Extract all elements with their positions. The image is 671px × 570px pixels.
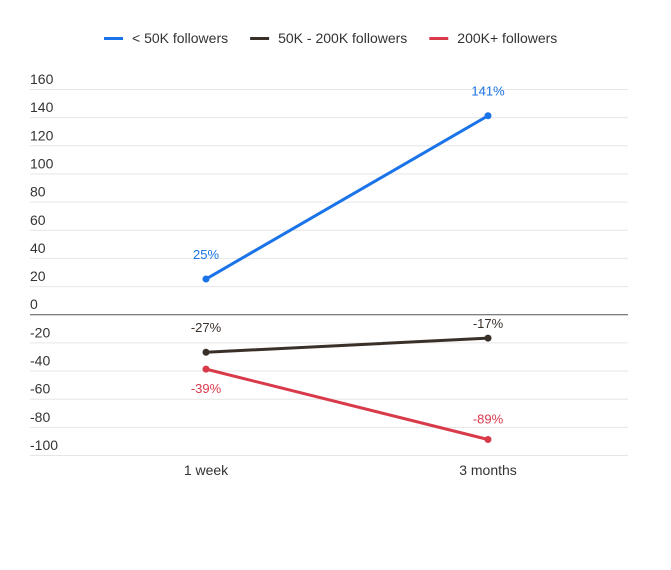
y-tick-label: 40 [30, 240, 46, 256]
data-point [484, 334, 492, 342]
series-line [204, 336, 490, 354]
data-point [484, 436, 492, 444]
y-tick-label: 120 [30, 127, 54, 143]
series-2: -27% -17% [191, 316, 504, 356]
y-tick-label: -20 [30, 324, 50, 340]
data-point [202, 365, 210, 373]
series-1: 25% 141% [193, 84, 505, 283]
x-axis: 1 week 3 months [184, 462, 517, 478]
y-tick-label: 60 [30, 212, 46, 228]
y-tick-label: -60 [30, 381, 50, 397]
y-tick-label: -80 [30, 409, 50, 425]
data-label: -89% [473, 412, 504, 427]
legend-label: 50K - 200K followers [278, 30, 407, 46]
y-tick-label: -100 [30, 437, 58, 453]
legend-label: 200K+ followers [457, 30, 557, 46]
y-axis: 160 140 120 100 80 60 40 20 0 -20 -40 -60 -80 -100 [30, 71, 58, 453]
legend-item: < 50K followers [104, 30, 228, 46]
legend: < 50K followers 50K - 200K followers 200K+… [104, 30, 557, 46]
data-label: 141% [471, 84, 505, 99]
y-tick-label: -40 [30, 353, 50, 369]
legend-item: 50K - 200K followers [250, 30, 407, 46]
y-tick-label: 100 [30, 155, 54, 171]
gridlines [30, 89, 628, 456]
series-3: -39% -89% [191, 365, 504, 444]
y-tick-label: 80 [30, 184, 46, 200]
x-tick-label: 1 week [184, 462, 229, 478]
y-tick-label: 160 [30, 71, 54, 87]
data-point [202, 275, 210, 283]
y-tick-label: 0 [30, 296, 38, 312]
data-point [484, 112, 492, 120]
legend-item: 200K+ followers [429, 30, 557, 46]
series-line [204, 367, 490, 442]
series-layer: 25% 141% -27% -17% -39% -89% [191, 84, 505, 444]
data-label: 25% [193, 247, 219, 262]
y-tick-label: 140 [30, 99, 54, 115]
legend-label: < 50K followers [132, 30, 228, 46]
x-tick-label: 3 months [459, 462, 517, 478]
data-point [202, 348, 210, 356]
data-label: -27% [191, 320, 222, 335]
y-tick-label: 20 [30, 268, 46, 284]
data-label: -39% [191, 381, 222, 396]
series-line [204, 114, 490, 281]
data-label: -17% [473, 316, 504, 331]
